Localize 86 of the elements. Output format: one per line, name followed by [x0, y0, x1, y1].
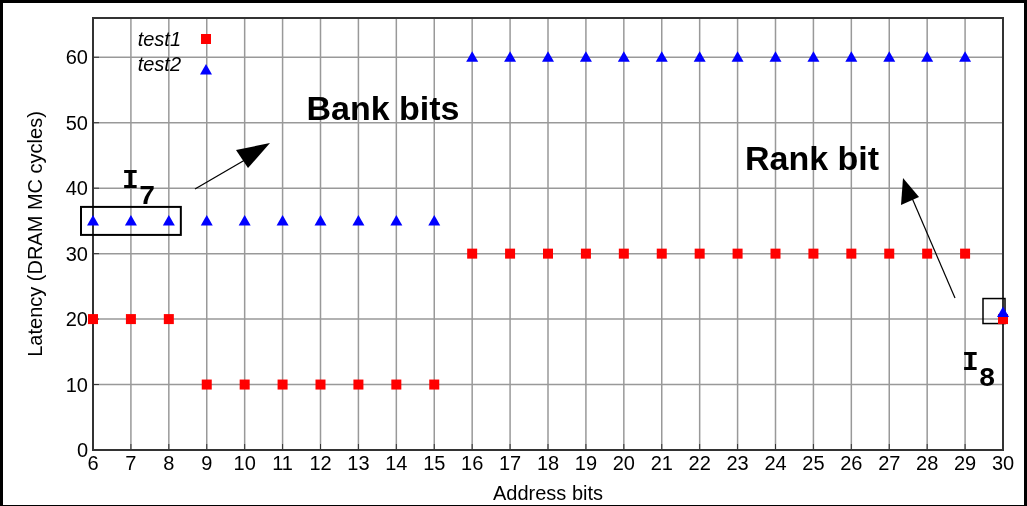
- x-tick-label: 19: [574, 452, 598, 474]
- x-tick-label: 10: [233, 452, 256, 474]
- point: [921, 51, 934, 62]
- x-tick-label: 28: [916, 452, 939, 474]
- x-tick-label: 29: [953, 452, 977, 474]
- point: [580, 248, 591, 259]
- x-tick-label: 9: [201, 452, 213, 474]
- point: [769, 51, 782, 62]
- point: [656, 248, 667, 259]
- x-tick-label: 20: [612, 452, 635, 474]
- point: [884, 248, 895, 259]
- point: [618, 248, 629, 259]
- point: [694, 248, 705, 259]
- point: [88, 314, 98, 325]
- point: [467, 248, 478, 259]
- point: [922, 248, 933, 259]
- y-tick-label: 0: [76, 439, 88, 461]
- y-tick-label: 50: [65, 111, 88, 134]
- x-tick-label: 7: [125, 452, 137, 474]
- x-tick-label: 24: [764, 452, 787, 474]
- point: [504, 51, 517, 62]
- x-tick-label: 30: [991, 452, 1015, 474]
- point: [693, 51, 706, 62]
- point: [314, 214, 327, 226]
- point: [163, 314, 174, 325]
- point: [466, 51, 479, 62]
- y-tick-label: 20: [65, 308, 88, 331]
- point: [543, 248, 553, 259]
- point: [579, 51, 592, 62]
- point: [125, 314, 136, 325]
- point: [542, 51, 554, 62]
- point: [390, 214, 403, 226]
- point: [846, 248, 857, 259]
- x-tick-label: 25: [802, 452, 825, 474]
- annotation: Rank bit: [744, 139, 880, 177]
- x-tick-label: 8: [163, 452, 175, 474]
- point: [353, 379, 364, 390]
- x-tick-label: 16: [461, 452, 484, 474]
- x-tick-label: 14: [385, 452, 408, 474]
- point: [505, 248, 516, 259]
- y-axis-title: Latency (DRAM MC cycles): [24, 111, 46, 357]
- point: [731, 51, 744, 62]
- point: [428, 214, 441, 226]
- point: [845, 51, 858, 62]
- point: [162, 214, 175, 226]
- y-tick-label: 10: [65, 373, 88, 396]
- x-tick-label: 11: [272, 452, 293, 474]
- point: [617, 51, 630, 62]
- y-tick-label: 60: [65, 46, 88, 69]
- x-tick-label: 22: [688, 452, 711, 474]
- point: [352, 214, 365, 226]
- legend-label: test2: [137, 53, 181, 75]
- point: [239, 379, 250, 390]
- x-tick-label: 23: [726, 452, 749, 474]
- point: [807, 51, 820, 62]
- x-tick-label: 18: [536, 452, 560, 474]
- point: [201, 379, 212, 390]
- x-tick-label: 13: [347, 452, 370, 474]
- annotation: Bank bits: [306, 89, 460, 127]
- y-tick-label: 40: [65, 177, 88, 200]
- point: [429, 379, 440, 390]
- point: [732, 248, 743, 259]
- x-tick-label: 15: [423, 452, 446, 474]
- point: [276, 214, 289, 226]
- x-tick-label: 6: [87, 452, 99, 474]
- point: [391, 379, 402, 390]
- x-tick-label: 17: [498, 452, 522, 474]
- point: [883, 51, 896, 62]
- x-tick-label: 21: [650, 452, 673, 474]
- point: [124, 214, 137, 226]
- x-tick-label: 26: [840, 452, 863, 474]
- point: [238, 214, 251, 226]
- legend-label: test1: [137, 28, 181, 50]
- x-tick-label: 27: [878, 452, 901, 474]
- point: [959, 51, 972, 62]
- point: [808, 248, 819, 259]
- y-tick-label: 30: [65, 242, 88, 265]
- point: [997, 306, 1009, 318]
- x-axis-title: Address bits: [492, 482, 604, 504]
- point: [655, 51, 668, 62]
- x-tick-label: 12: [309, 452, 332, 474]
- point: [770, 248, 781, 259]
- point: [315, 379, 326, 390]
- point: [200, 214, 213, 226]
- point: [277, 379, 288, 390]
- point: [960, 248, 971, 259]
